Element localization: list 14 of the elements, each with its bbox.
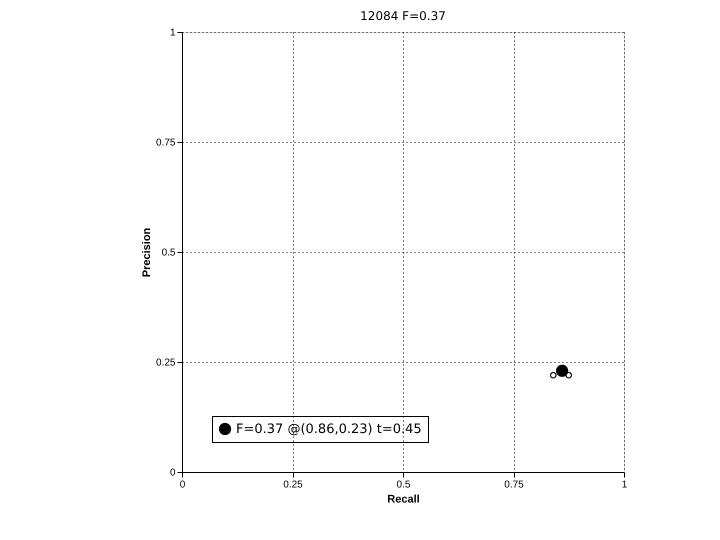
x-tick-label: 0.25 xyxy=(283,480,304,490)
y-axis-title: Precision xyxy=(141,227,154,278)
y-tick-label: 1 xyxy=(170,28,176,38)
x-tick-label: 0 xyxy=(180,480,186,490)
y-tick-label: 0.5 xyxy=(162,248,176,258)
chart-title: 12084 F=0.37 xyxy=(360,9,446,23)
x-tick-label: 0.75 xyxy=(504,480,524,490)
x-tick-label: 1 xyxy=(622,480,628,490)
y-tick-label: 0 xyxy=(170,468,176,478)
y-tick-label: 0.25 xyxy=(156,358,176,368)
x-axis-title: Recall xyxy=(387,494,420,506)
x-tick-label: 0.5 xyxy=(396,480,411,490)
y-tick-label: 0.75 xyxy=(156,138,176,148)
legend-label: F=0.37 @(0.86,0.23) t=0.45 xyxy=(236,422,422,437)
